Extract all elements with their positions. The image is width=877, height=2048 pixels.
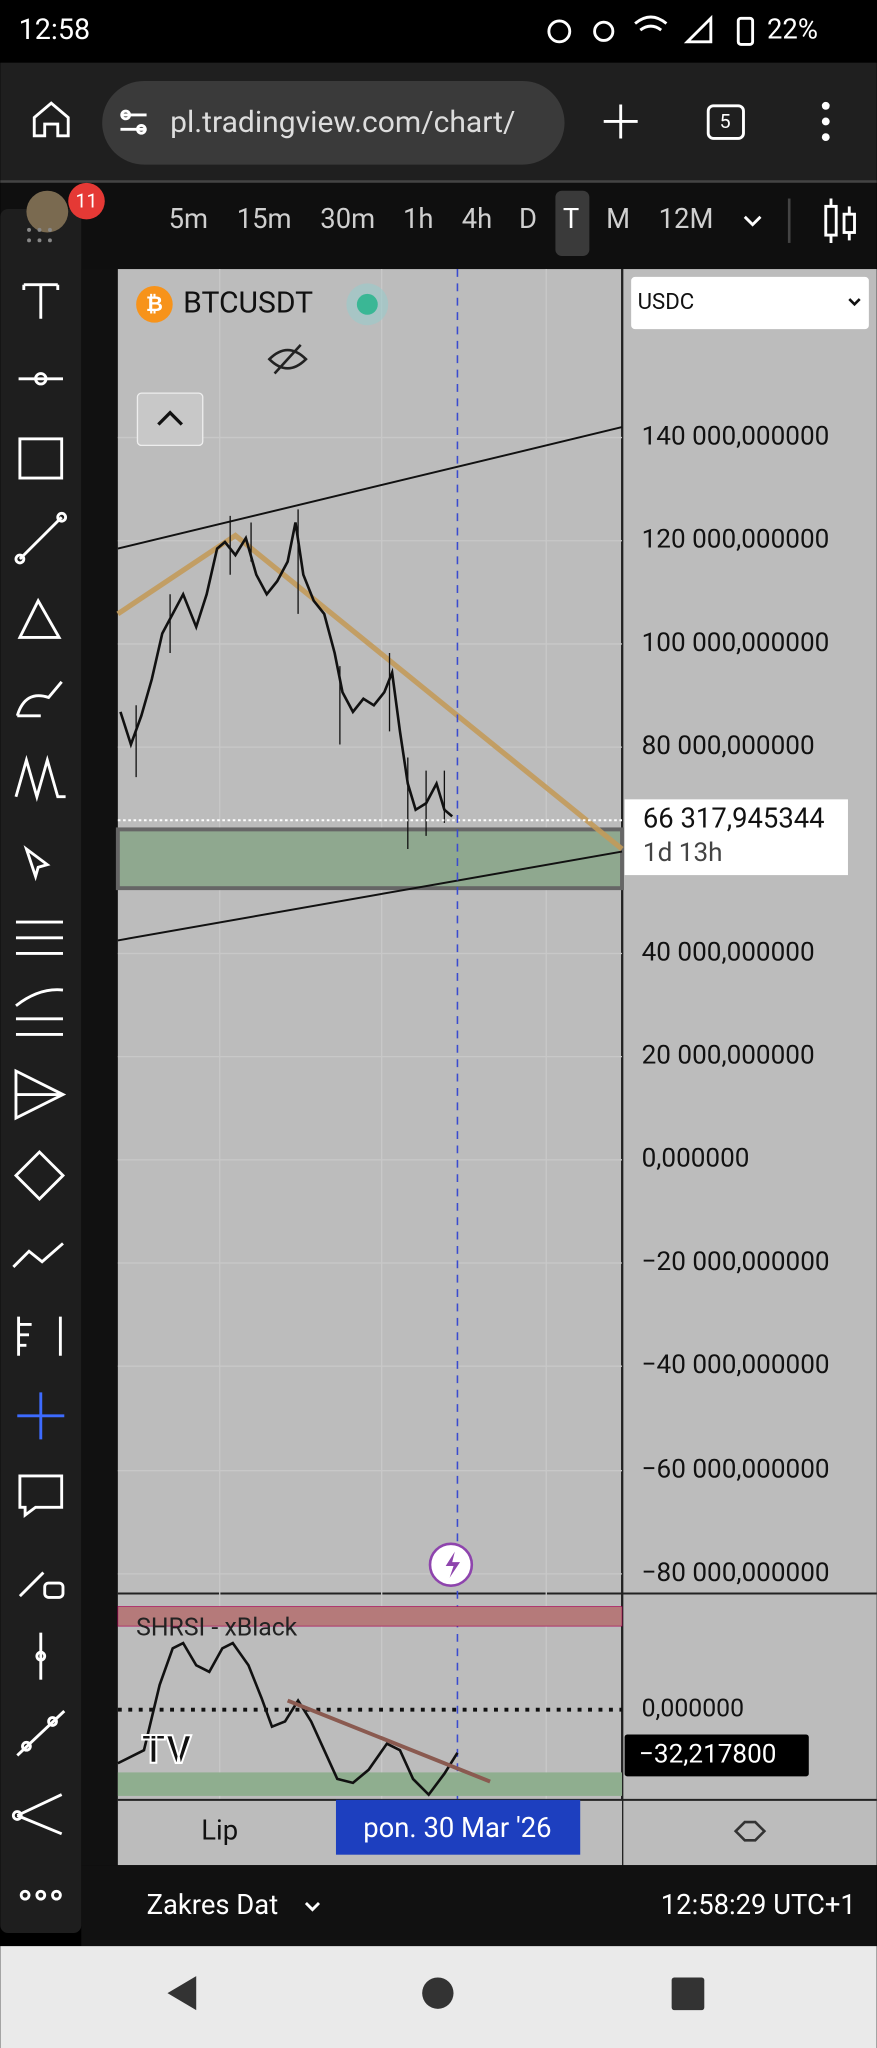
candle-wicks bbox=[135, 509, 446, 849]
interval[interactable]: 5m bbox=[169, 203, 208, 235]
price-label: 120 000,000000 bbox=[642, 525, 830, 555]
interval[interactable]: 30m bbox=[320, 203, 375, 235]
date-range[interactable]: Zakres Dat bbox=[147, 1889, 279, 1921]
drag-handle bbox=[27, 227, 52, 243]
interval[interactable]: T bbox=[563, 203, 579, 235]
status-bar bbox=[0, 0, 877, 63]
intervals: 5m 15m 30m 1h 4h D T M 12M bbox=[169, 203, 714, 235]
currency: USDC bbox=[638, 289, 695, 315]
badge bbox=[68, 182, 105, 220]
price-label: −40 000,000000 bbox=[642, 1350, 830, 1380]
battery: 22% bbox=[767, 14, 818, 46]
interval[interactable]: D bbox=[519, 203, 537, 235]
clock: 12:58 bbox=[19, 13, 91, 47]
price-label: 40 000,000000 bbox=[642, 937, 815, 967]
price-candles bbox=[119, 522, 454, 818]
price-label: 140 000,000000 bbox=[642, 421, 830, 451]
avatar[interactable] bbox=[26, 190, 69, 233]
countdown: 1d 13h bbox=[643, 838, 723, 868]
last-price: 66 317,945344 bbox=[643, 802, 825, 834]
price-labels: 140 000,000000 120 000,000000 100 000,0000… bbox=[642, 421, 830, 1587]
tv-logo: TV bbox=[141, 1727, 192, 1773]
price-label: 100 000,000000 bbox=[642, 628, 830, 658]
home-nav[interactable] bbox=[422, 1977, 454, 2009]
status-icons bbox=[547, 14, 755, 46]
site-settings[interactable] bbox=[120, 109, 147, 135]
price-label: 0,000000 bbox=[642, 1144, 750, 1174]
active-interval-bg bbox=[555, 190, 590, 256]
indicator-name: SHRSI - xBlack bbox=[136, 1613, 298, 1642]
interval[interactable]: M bbox=[606, 203, 630, 235]
collapse-icon bbox=[157, 410, 184, 426]
overbought-band bbox=[117, 1606, 623, 1627]
indicator-value-box bbox=[624, 1734, 809, 1777]
bottom-bar bbox=[81, 1865, 877, 1947]
support-zone bbox=[115, 827, 624, 891]
drawing-tools[interactable] bbox=[11, 283, 68, 1901]
price-label: −80 000,000000 bbox=[642, 1558, 830, 1588]
chart-settings[interactable] bbox=[733, 1820, 767, 1842]
menu-button[interactable] bbox=[821, 101, 830, 142]
indicator-value: −32,217800 bbox=[639, 1739, 776, 1769]
trend-line bbox=[117, 850, 623, 942]
price-label: −60 000,000000 bbox=[642, 1455, 830, 1485]
symbol[interactable]: BTCUSDT bbox=[183, 285, 313, 320]
back-button[interactable] bbox=[167, 1976, 197, 2011]
indicator-level: 0,000000 bbox=[642, 1694, 744, 1723]
interval[interactable]: 1h bbox=[403, 203, 434, 235]
oversold-band bbox=[117, 1772, 623, 1796]
last-price-box bbox=[624, 799, 848, 876]
logo-glyph: ₿ bbox=[146, 293, 163, 317]
symbol-logo bbox=[136, 286, 173, 323]
new-tab[interactable] bbox=[603, 104, 638, 139]
indicator-trendline bbox=[286, 1698, 491, 1784]
badge-count: 11 bbox=[75, 190, 97, 213]
currency-select[interactable] bbox=[631, 276, 869, 330]
drawing-line bbox=[116, 532, 624, 852]
hide-indicators[interactable] bbox=[267, 343, 308, 375]
tabs-button[interactable] bbox=[706, 104, 745, 140]
range-arrow bbox=[304, 1902, 321, 1912]
time-label: Lip bbox=[201, 1815, 238, 1847]
url-bar[interactable] bbox=[102, 80, 565, 165]
interval[interactable]: 15m bbox=[237, 203, 292, 235]
price-label: 80 000,000000 bbox=[642, 731, 815, 761]
interval[interactable]: 4h bbox=[462, 203, 493, 235]
indicator-line bbox=[117, 1641, 459, 1797]
crosshair-date: pon. 30 Mar '26 bbox=[363, 1812, 551, 1844]
select-arrow bbox=[848, 298, 861, 307]
price-label: −20 000,000000 bbox=[642, 1247, 830, 1277]
server-clock: 12:58:29 UTC+1 bbox=[661, 1889, 856, 1921]
recents-button[interactable] bbox=[671, 1977, 705, 2011]
separator bbox=[0, 180, 877, 183]
chart-type[interactable] bbox=[824, 198, 856, 243]
url: pl.tradingview.com/chart/ bbox=[170, 105, 515, 140]
event-icon bbox=[445, 1551, 461, 1578]
settings-cell bbox=[623, 1799, 877, 1866]
interval[interactable]: 12M bbox=[659, 203, 714, 235]
tab-count: 5 bbox=[720, 110, 731, 133]
crosshair-date-box bbox=[335, 1799, 581, 1855]
chart-pane bbox=[117, 269, 623, 1800]
divider bbox=[787, 198, 791, 243]
trend-line bbox=[117, 426, 623, 550]
home-button[interactable] bbox=[32, 101, 70, 138]
interval-toolbar bbox=[0, 182, 877, 270]
market-status-dot bbox=[356, 293, 378, 315]
price-label: 20 000,000000 bbox=[642, 1041, 815, 1071]
collapse-button[interactable] bbox=[136, 392, 204, 447]
more-intervals[interactable] bbox=[743, 215, 762, 227]
price-axis bbox=[623, 269, 877, 1800]
